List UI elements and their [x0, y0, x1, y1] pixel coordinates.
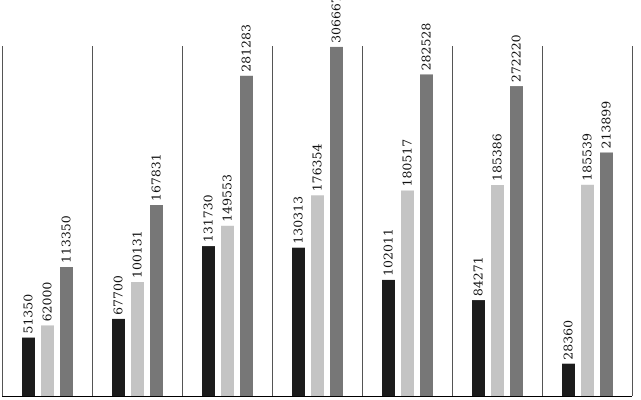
data-label-series1-group5: 102011: [381, 228, 396, 276]
bar-series3-group2: [150, 205, 163, 396]
bar-series3-group1: [60, 267, 73, 396]
data-label-series3-group3: 281283: [239, 24, 254, 72]
bar-series2-group5: [401, 191, 414, 397]
data-label-series2-group7: 185539: [580, 133, 595, 181]
data-label-series2-group4: 176354: [310, 144, 325, 192]
bar-series2-group3: [221, 226, 234, 396]
data-label-series1-group4: 130313: [291, 196, 306, 244]
bar-series3-group7: [600, 153, 613, 397]
data-label-series1-group3: 131730: [201, 194, 216, 242]
data-label-series3-group6: 272220: [509, 34, 524, 82]
data-label-series3-group7: 213899: [599, 101, 614, 149]
data-label-series3-group5: 282528: [419, 23, 434, 71]
bar-series3-group5: [420, 74, 433, 396]
data-label-series2-group1: 62000: [40, 282, 55, 322]
bar-series2-group2: [131, 282, 144, 396]
bar-series2-group1: [41, 325, 54, 396]
bar-series2-group4: [311, 195, 324, 396]
bar-series2-group7: [581, 185, 594, 396]
bar-series3-group6: [510, 86, 523, 396]
bars: [22, 47, 613, 396]
data-label-series3-group4: 306667: [329, 0, 344, 43]
bar-series1-group2: [112, 319, 125, 396]
bar-series1-group4: [292, 248, 305, 396]
bar-series1-group3: [202, 246, 215, 396]
data-label-series1-group6: 84271: [471, 256, 486, 296]
data-label-series1-group1: 51350: [21, 294, 36, 334]
data-label-series3-group1: 113350: [59, 215, 74, 263]
data-label-series3-group2: 167831: [149, 153, 164, 201]
bar-series1-group1: [22, 338, 35, 396]
bar-series1-group7: [562, 364, 575, 396]
data-label-series2-group5: 180517: [400, 139, 415, 187]
bar-series3-group3: [240, 76, 253, 396]
data-label-series2-group3: 149553: [220, 174, 235, 222]
bar-series1-group5: [382, 280, 395, 396]
data-label-series1-group7: 28360: [561, 320, 576, 360]
data-label-series2-group6: 185386: [490, 133, 505, 181]
bar-series3-group4: [330, 47, 343, 396]
data-label-series2-group2: 100131: [130, 230, 145, 278]
bar-series2-group6: [491, 185, 504, 396]
bar-series1-group6: [472, 300, 485, 396]
data-label-series1-group2: 67700: [111, 275, 126, 315]
